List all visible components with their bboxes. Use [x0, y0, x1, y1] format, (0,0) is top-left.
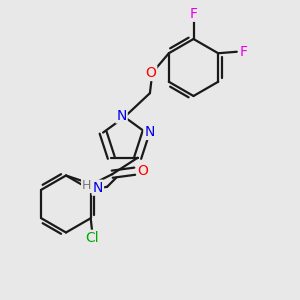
- Text: H: H: [82, 179, 92, 192]
- Text: N: N: [116, 109, 127, 122]
- Text: N: N: [144, 125, 155, 139]
- Text: F: F: [190, 7, 197, 21]
- Text: Cl: Cl: [85, 231, 99, 245]
- Text: N: N: [93, 181, 103, 195]
- Text: F: F: [239, 45, 247, 59]
- Text: O: O: [138, 164, 148, 178]
- Text: O: O: [146, 66, 156, 80]
